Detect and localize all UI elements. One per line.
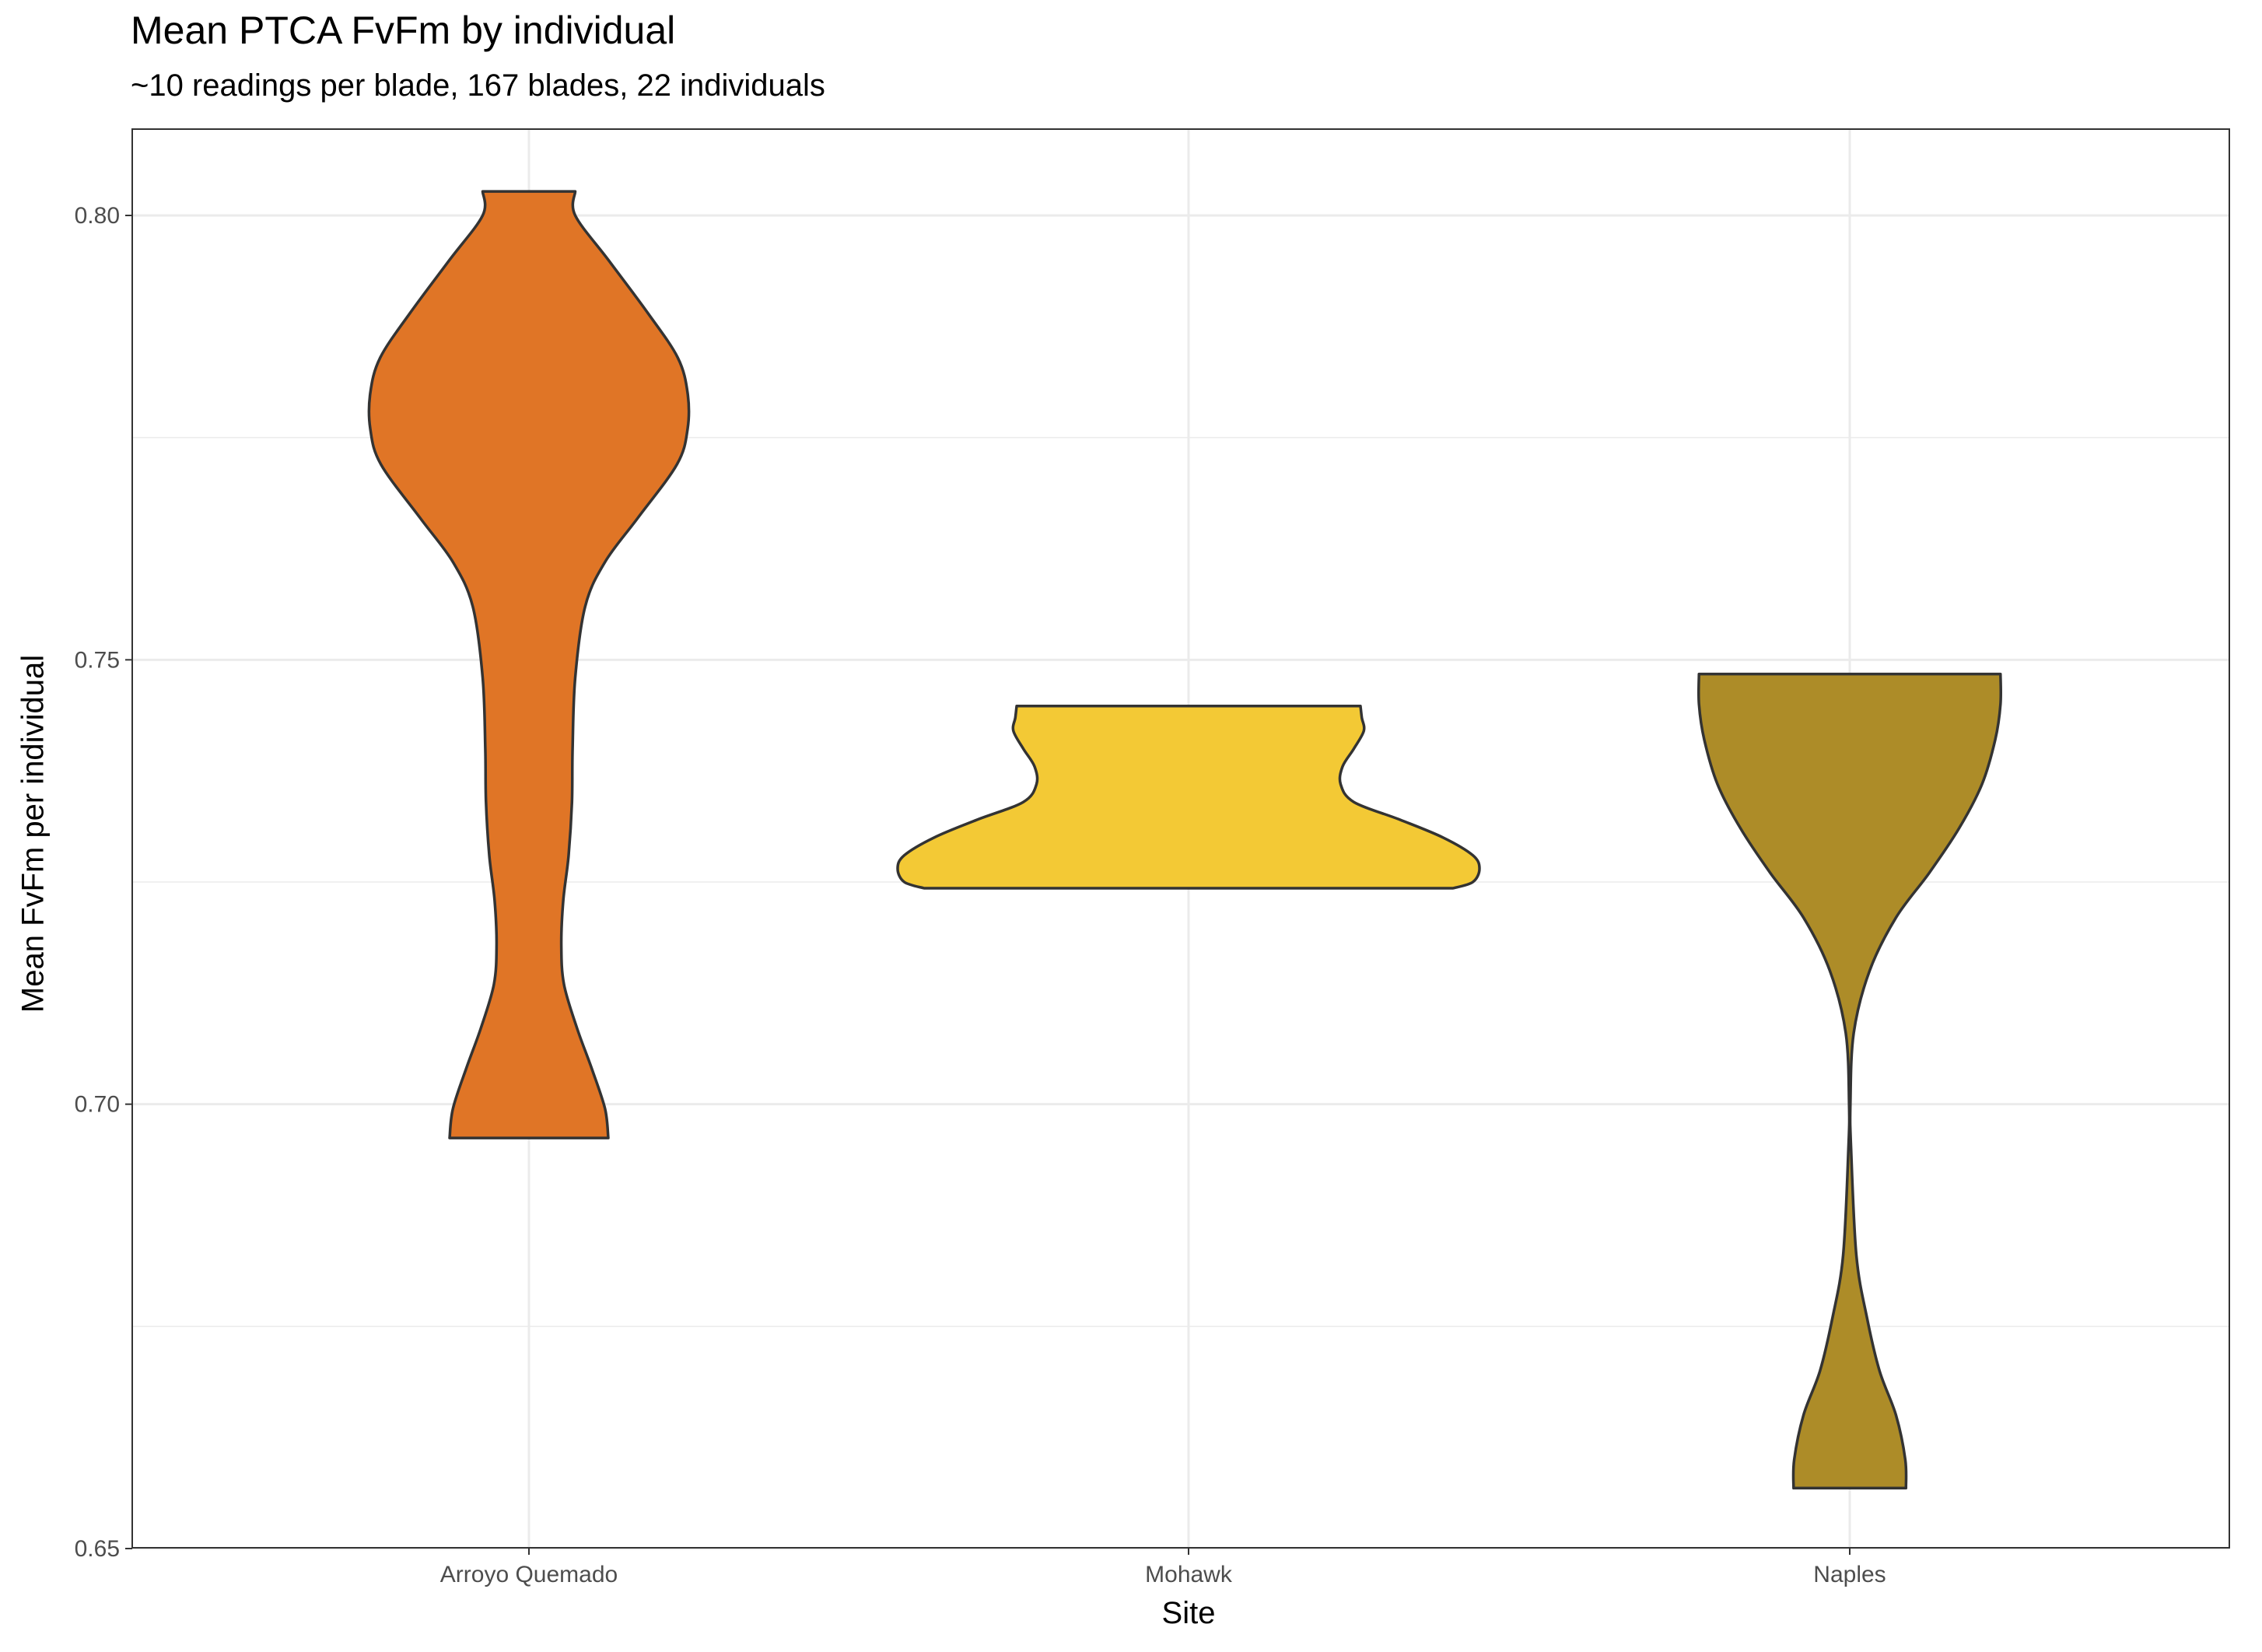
- y-axis-ticks: 0.65 0.70 0.75 0.80: [75, 203, 132, 1562]
- x-tick-label: Mohawk: [1145, 1562, 1233, 1587]
- panel-border: [131, 128, 2230, 1549]
- violins: [367, 190, 2003, 1490]
- x-tick-label: Naples: [1813, 1562, 1886, 1587]
- y-tick-label: 0.65: [75, 1536, 120, 1562]
- y-tick-label: 0.80: [75, 203, 120, 229]
- violin-mohawk: [896, 705, 1481, 890]
- y-tick-label: 0.70: [75, 1092, 120, 1118]
- violin-naples: [1696, 672, 2003, 1490]
- x-axis-label: Site: [1161, 1596, 1216, 1630]
- y-tick-label: 0.75: [75, 647, 120, 673]
- x-tick-label: Arroyo Quemado: [440, 1562, 618, 1587]
- chart-title: Mean PTCA FvFm by individual: [131, 9, 676, 52]
- x-axis-ticks: Arroyo Quemado Mohawk Naples: [440, 1548, 1886, 1587]
- violin-arroyo-quemado: [367, 190, 691, 1139]
- chart-subtitle: ~10 readings per blade, 167 blades, 22 i…: [131, 68, 825, 103]
